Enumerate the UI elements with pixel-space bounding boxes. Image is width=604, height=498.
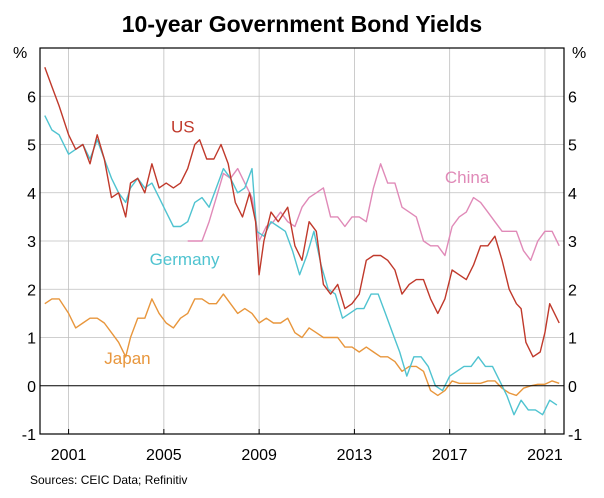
y-tick-right-label: 1 — [568, 331, 577, 348]
series-lines — [44, 67, 560, 416]
x-tick-label: 2005 — [146, 447, 182, 464]
x-tick-label: 2017 — [432, 447, 468, 464]
x-axis: 2001 2005 2009 2013 2017 2021 — [51, 429, 563, 464]
y-axis-right: -1 0 1 2 3 4 5 6 — [568, 89, 582, 444]
source-note: Sources: CEIC Data; Refinitiv — [30, 473, 187, 487]
y-tick-left-label: 5 — [27, 138, 36, 155]
y-tick-right-label: 4 — [568, 186, 577, 203]
y-tick-left-label: -1 — [22, 427, 36, 444]
series-label-us: US — [171, 117, 195, 136]
y-tick-left-label: 4 — [27, 186, 36, 203]
y-tick-right-label: 6 — [568, 89, 577, 106]
x-tick-label: 2001 — [51, 447, 87, 464]
y-tick-left-label: 2 — [27, 282, 36, 299]
y-axis-left: -1 0 1 2 3 4 5 6 — [22, 89, 36, 444]
y-tick-left-label: 3 — [27, 234, 36, 251]
y-unit-right: % — [572, 45, 586, 62]
gridlines — [40, 48, 564, 435]
y-tick-right-label: 0 — [568, 379, 577, 396]
y-tick-right-label: -1 — [568, 427, 582, 444]
y-tick-right-label: 3 — [568, 234, 577, 251]
series-label-china: China — [445, 168, 490, 187]
chart-title: 10-year Government Bond Yields — [122, 11, 482, 37]
series-labels: US Germany Japan China — [104, 117, 490, 368]
y-tick-left-label: 1 — [27, 331, 36, 348]
y-tick-right-label: 5 — [568, 138, 577, 155]
y-tick-left-label: 0 — [27, 379, 36, 396]
x-tick-label: 2009 — [241, 447, 277, 464]
series-label-germany: Germany — [150, 250, 220, 269]
plot-frame — [39, 47, 565, 435]
series-label-japan: Japan — [104, 349, 150, 368]
x-tick-label: 2021 — [527, 447, 563, 464]
x-tick-label: 2013 — [337, 447, 373, 464]
series-line-japan — [44, 293, 560, 397]
series-line-us — [44, 67, 560, 358]
y-tick-left-label: 6 — [27, 89, 36, 106]
series-line-germany — [44, 115, 558, 416]
y-unit-left: % — [13, 45, 27, 62]
y-tick-right-label: 2 — [568, 282, 577, 299]
